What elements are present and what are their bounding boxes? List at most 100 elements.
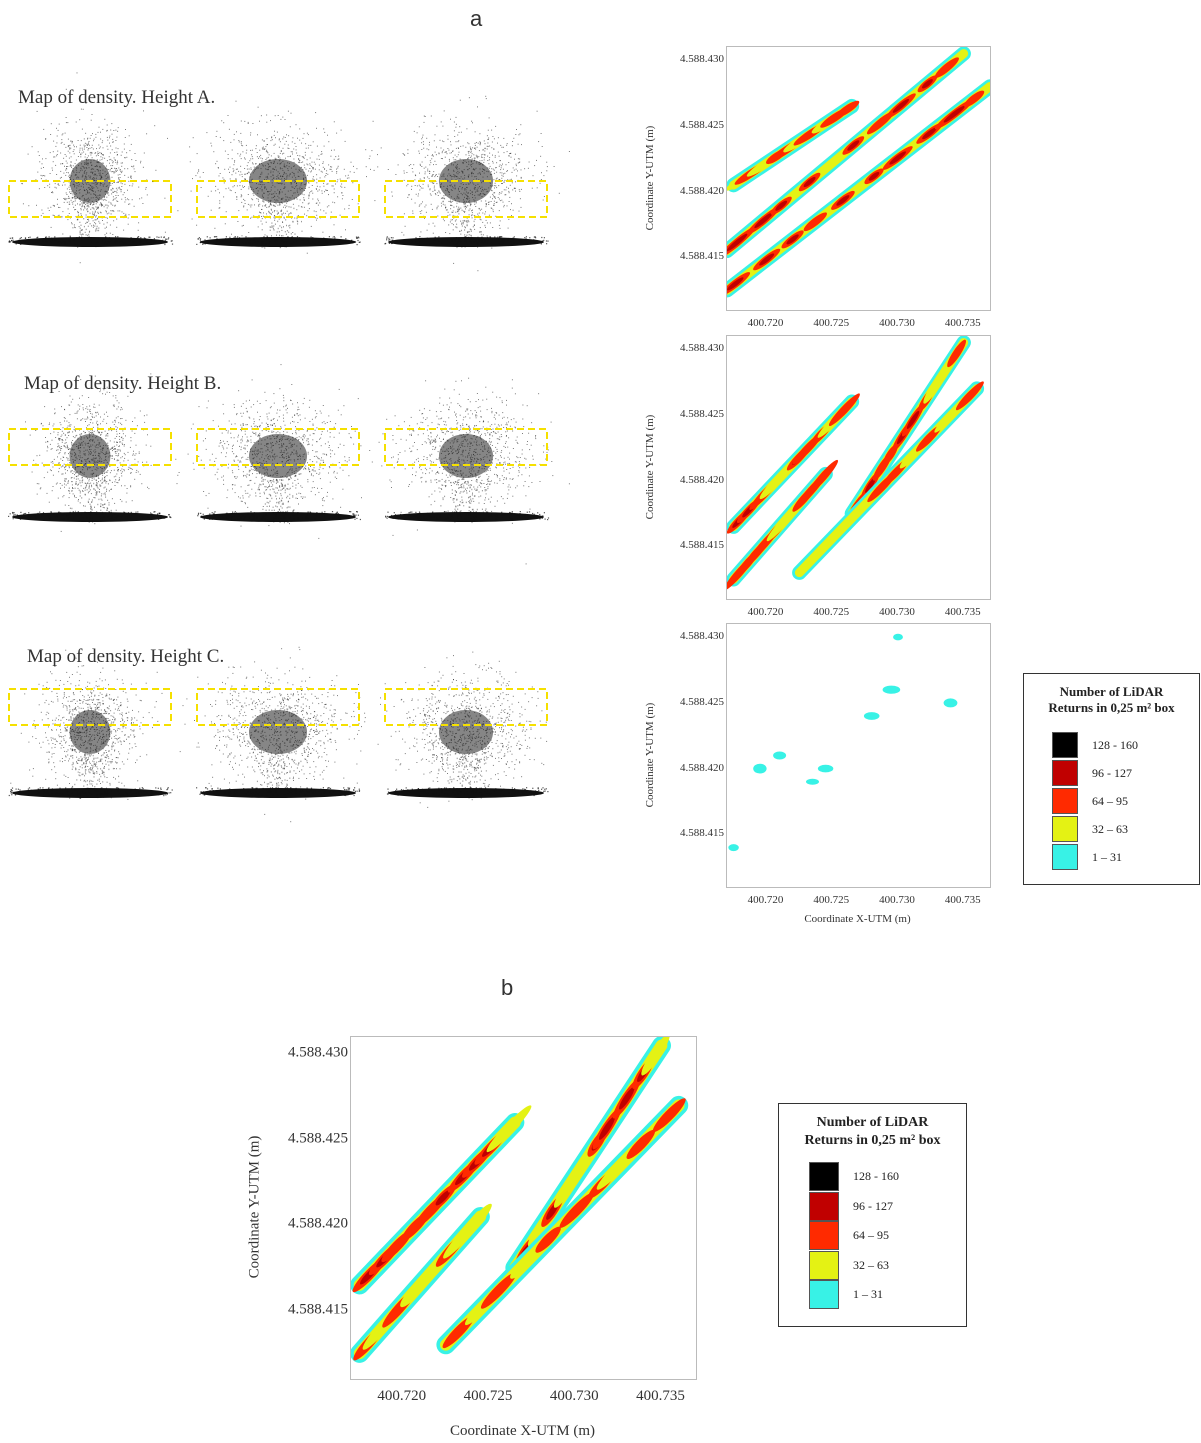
legend-entry: 96 - 127: [809, 1191, 893, 1221]
y-tick-label: 4.588.425: [680, 407, 724, 420]
tree-point-cloud: [380, 651, 549, 808]
legend-title-line1: Number of LiDAR: [1059, 684, 1164, 699]
x-tick-label: 400.720: [747, 894, 784, 906]
density-stripe: [505, 1037, 671, 1278]
y-tick-label: 4.588.420: [288, 1215, 348, 1232]
ground-points: [200, 512, 356, 522]
height-band-box: [384, 428, 548, 466]
x-tick-label: 400.725: [813, 317, 850, 329]
heatmap-svg: [727, 47, 990, 298]
tree-point-cloud: [8, 649, 173, 800]
density-patch: [863, 712, 880, 720]
legend-title-line2: Returns in 0,25 m² box: [1048, 700, 1175, 715]
y-tick-label: 4.588.420: [680, 184, 724, 197]
legend-label: 32 – 63: [1092, 821, 1128, 836]
hotspot-core: [868, 171, 880, 181]
y-axis-label: Coordinate Y-UTM (m): [644, 414, 656, 519]
legend-swatch: [1052, 788, 1078, 814]
legend-entry: 64 – 95: [1052, 788, 1128, 814]
legend-label: 128 - 160: [853, 1169, 899, 1183]
density-stripe: [727, 79, 990, 298]
hotspot: [652, 1098, 686, 1132]
hotspot-core: [865, 477, 876, 493]
x-tick-label: 400.720: [377, 1388, 427, 1404]
density-patch: [728, 844, 739, 852]
legend-label: 64 – 95: [1092, 793, 1128, 808]
legend-entry: 32 – 63: [809, 1250, 889, 1280]
height-band-box: [8, 688, 172, 726]
y-tick-label: 4.588.415: [680, 827, 724, 840]
hotspot: [828, 393, 860, 427]
tree-point-cloud: [371, 377, 570, 565]
legend-label: 128 - 160: [1092, 737, 1138, 752]
density-patch: [817, 764, 834, 773]
legend-entry: 1 – 31: [1052, 844, 1122, 870]
legend-entry: 32 – 63: [1052, 816, 1128, 842]
heatmap-height-a: [726, 46, 991, 311]
density-row-3: [8, 646, 549, 823]
hotspot: [510, 1250, 538, 1279]
legend-entry: 128 - 160: [1052, 732, 1138, 758]
legend-entry: 96 - 127: [1052, 760, 1132, 786]
height-band-box: [8, 428, 172, 466]
height-band-box: [8, 180, 172, 218]
hotspot-core: [786, 234, 799, 245]
y-tick-label: 4.588.425: [680, 118, 724, 131]
hotspot: [486, 1105, 532, 1153]
density-stripe: [727, 393, 860, 534]
density-stripe: [727, 459, 839, 591]
density-row-1: [8, 72, 570, 272]
x-tick-label: 400.730: [879, 317, 915, 329]
hotspot: [963, 90, 985, 108]
density-stripe: [844, 336, 971, 526]
hotspot-core: [892, 98, 910, 113]
legend-panel-a: Number of LiDAR Returns in 0,25 m² box 1…: [1023, 673, 1200, 885]
legend-label: 1 – 31: [1092, 849, 1122, 864]
hotspot: [535, 1226, 561, 1253]
hotspot-core: [618, 1087, 635, 1110]
ground-points: [388, 237, 544, 247]
ground-points: [200, 788, 356, 798]
hotspot-core: [943, 105, 965, 123]
legend-swatch: [1052, 760, 1078, 786]
hotspot-core: [922, 127, 937, 140]
legend-swatch: [809, 1280, 839, 1309]
y-tick-label: 4.588.420: [680, 473, 724, 486]
legend-panel-b: Number of LiDAR Returns in 0,25 m² box 1…: [778, 1103, 967, 1327]
hotspot-core: [803, 176, 816, 188]
y-axis-label: Coordinate Y-UTM (m): [246, 1135, 263, 1279]
tree-point-cloud: [175, 364, 399, 539]
tree-point-cloud: [152, 100, 379, 254]
y-tick-label: 4.588.430: [680, 630, 724, 643]
density-title-b: Map of density. Height B.: [24, 373, 222, 394]
x-axis-label: Coordinate X-UTM (m): [804, 913, 911, 925]
hotspot-core: [906, 410, 920, 430]
density-stripe: [727, 98, 860, 193]
y-axis-label: Coordinate Y-UTM (m): [644, 702, 656, 807]
density-patch: [893, 633, 903, 641]
legend-swatch: [809, 1221, 839, 1250]
y-tick-label: 4.588.415: [680, 250, 724, 263]
tree-point-cloud: [374, 95, 570, 272]
panel-a-label: a: [470, 6, 483, 31]
tree-point-cloud: [179, 646, 386, 823]
height-band-box: [196, 180, 360, 218]
hotspot: [923, 374, 944, 404]
y-tick-label: 4.588.420: [680, 761, 724, 774]
y-axis-label: Coordinate Y-UTM (m): [644, 125, 656, 230]
heatmap-panel-b: [350, 1036, 697, 1380]
hotspot-core: [775, 200, 788, 211]
density-stripe: [792, 381, 985, 580]
x-tick-label: 400.730: [549, 1388, 599, 1404]
hotspot: [807, 459, 839, 495]
heatmap-height-c: [726, 623, 991, 888]
hotspot-core: [889, 151, 906, 165]
hotspot: [955, 381, 984, 411]
legend-entry: 64 – 95: [809, 1221, 889, 1250]
legend-label: 1 – 31: [853, 1287, 883, 1301]
x-tick-label: 400.730: [879, 606, 915, 618]
panel-b-label: b: [501, 975, 514, 1000]
heatmap-svg: [727, 336, 985, 591]
hotspot-core: [921, 79, 933, 89]
y-tick-label: 4.588.425: [680, 695, 724, 708]
